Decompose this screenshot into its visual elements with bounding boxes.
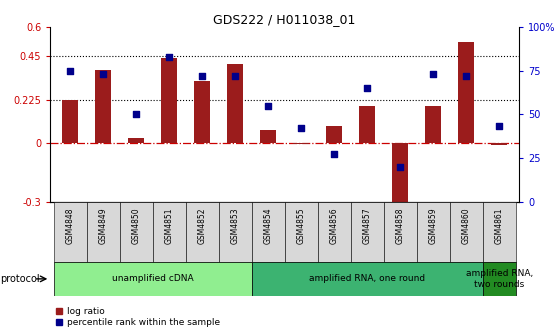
Point	[132, 112, 141, 117]
Bar	[458, 42, 474, 143]
FancyBboxPatch shape	[417, 202, 450, 262]
FancyBboxPatch shape	[285, 202, 318, 262]
FancyBboxPatch shape	[54, 202, 86, 262]
FancyBboxPatch shape	[252, 262, 483, 296]
FancyBboxPatch shape	[383, 202, 417, 262]
Bar	[161, 58, 177, 143]
Title: GDS222 / H011038_01: GDS222 / H011038_01	[213, 13, 356, 26]
Text: GSM4858: GSM4858	[396, 208, 405, 244]
Bar	[491, 143, 507, 145]
Point	[461, 73, 470, 79]
Bar	[227, 64, 243, 143]
Text: protocol: protocol	[0, 274, 40, 284]
Text: amplified RNA, one round: amplified RNA, one round	[309, 275, 425, 283]
Text: GSM4849: GSM4849	[99, 208, 108, 244]
Point	[263, 103, 272, 108]
FancyBboxPatch shape	[252, 202, 285, 262]
Point	[65, 68, 74, 73]
FancyBboxPatch shape	[219, 202, 252, 262]
Text: GSM4860: GSM4860	[461, 208, 470, 244]
Text: GSM4859: GSM4859	[429, 208, 437, 244]
Point	[230, 73, 239, 79]
Point	[99, 71, 108, 77]
FancyBboxPatch shape	[86, 202, 119, 262]
Point	[198, 73, 206, 79]
Text: GSM4861: GSM4861	[494, 208, 504, 244]
Bar	[359, 107, 376, 143]
Text: GSM4855: GSM4855	[297, 208, 306, 244]
FancyBboxPatch shape	[119, 202, 152, 262]
Text: GSM4848: GSM4848	[65, 208, 75, 244]
Text: GSM4856: GSM4856	[330, 208, 339, 244]
Bar	[326, 126, 343, 143]
FancyBboxPatch shape	[450, 202, 483, 262]
Point	[429, 71, 437, 77]
Legend: log ratio, percentile rank within the sample: log ratio, percentile rank within the sa…	[55, 307, 220, 327]
Bar	[392, 143, 408, 217]
Point	[297, 126, 306, 131]
Text: GSM4857: GSM4857	[363, 208, 372, 244]
Point	[363, 85, 372, 91]
Bar	[425, 107, 441, 143]
Bar	[194, 81, 210, 143]
Bar	[95, 70, 111, 143]
Text: GSM4850: GSM4850	[132, 208, 141, 244]
FancyBboxPatch shape	[350, 202, 383, 262]
Point	[330, 152, 339, 157]
Bar	[293, 143, 309, 144]
Text: GSM4851: GSM4851	[165, 208, 174, 244]
FancyBboxPatch shape	[483, 202, 516, 262]
Point	[165, 54, 174, 59]
Text: unamplified cDNA: unamplified cDNA	[112, 275, 194, 283]
Text: GSM4853: GSM4853	[230, 208, 239, 244]
FancyBboxPatch shape	[318, 202, 350, 262]
Bar	[260, 130, 276, 143]
FancyBboxPatch shape	[54, 262, 252, 296]
Text: GSM4852: GSM4852	[198, 208, 206, 244]
Bar	[62, 100, 78, 143]
Point	[495, 124, 504, 129]
FancyBboxPatch shape	[152, 202, 186, 262]
FancyBboxPatch shape	[186, 202, 219, 262]
FancyBboxPatch shape	[483, 262, 516, 296]
Text: amplified RNA,
two rounds: amplified RNA, two rounds	[465, 269, 533, 289]
Point	[396, 164, 405, 169]
Text: GSM4854: GSM4854	[263, 208, 272, 244]
Bar	[128, 137, 145, 143]
